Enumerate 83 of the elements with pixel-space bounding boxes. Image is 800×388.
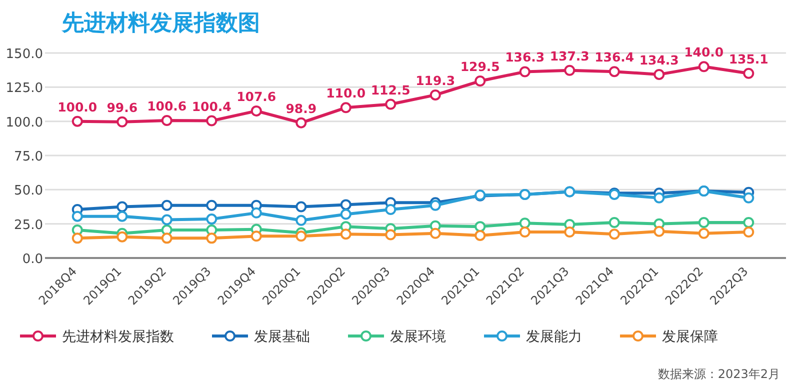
point [385,204,396,215]
point [564,64,576,76]
point [430,89,441,100]
y-tick-label: 25.0 [14,218,43,233]
point [161,200,172,211]
point [161,115,172,126]
legend-label: 发展能力 [526,329,582,345]
data-label: 129.5 [460,59,500,74]
point [608,216,620,228]
point [206,214,218,225]
data-label: 135.1 [728,51,768,66]
point [430,228,441,239]
point [519,226,530,238]
point [385,98,396,110]
point [116,201,128,212]
data-label: 140.0 [684,44,724,60]
point [698,216,710,228]
point [206,232,218,244]
data-label: 100.4 [192,98,232,114]
chart-title: 先进材料发展指数图 [61,11,260,36]
point [474,76,486,87]
legend-label: 先进材料发展指数 [62,329,174,345]
point [72,232,83,244]
point [250,230,262,242]
point [72,210,83,222]
point [385,229,396,240]
point [116,210,128,222]
legend-label: 发展环境 [390,329,446,345]
point [474,221,486,232]
point [116,116,128,128]
legend-label: 发展保障 [662,329,718,345]
point [743,68,754,79]
data-label: 100.0 [58,99,98,114]
point [250,207,262,218]
point [519,218,530,229]
point [654,68,665,80]
data-label: 110.0 [326,86,366,101]
y-tick-label: 150.0 [6,47,43,62]
point [161,214,172,226]
y-tick-label: 100.0 [6,115,43,130]
point [72,116,83,127]
point [743,192,754,204]
point [296,201,307,212]
point [206,115,218,126]
y-tick-label: 50.0 [14,184,43,199]
point [519,66,530,78]
data-label: 107.6 [236,88,276,104]
point [743,226,754,238]
data-label: 136.4 [594,50,634,65]
point [654,192,665,204]
data-label: 98.9 [286,100,317,116]
data-label: 134.3 [639,52,679,68]
point [430,200,441,211]
legend-label: 发展基础 [254,329,310,345]
point [296,214,307,226]
point [743,216,754,228]
source-note: 数据来源：2023年2月 [658,367,780,381]
point [698,61,710,72]
data-label: 136.3 [505,50,545,65]
data-label: 112.5 [370,82,410,98]
point [564,226,576,238]
y-tick-label: 125.0 [6,81,43,96]
y-tick-label: 0.0 [22,252,43,267]
point [340,208,352,220]
point [296,117,307,128]
point [698,228,710,239]
data-label: 100.6 [147,98,187,114]
data-label: 137.3 [550,48,590,64]
point [116,231,128,242]
data-label: 99.6 [106,100,138,115]
point [296,230,307,242]
point [161,232,172,244]
point [654,226,665,237]
point [340,228,352,240]
point [340,199,352,210]
point [250,105,262,116]
data-label: 119.3 [416,72,456,88]
point [340,102,352,114]
y-tick-label: 75.0 [14,150,43,164]
point [474,230,486,241]
point [608,228,620,240]
point [608,66,620,78]
point [206,200,218,211]
